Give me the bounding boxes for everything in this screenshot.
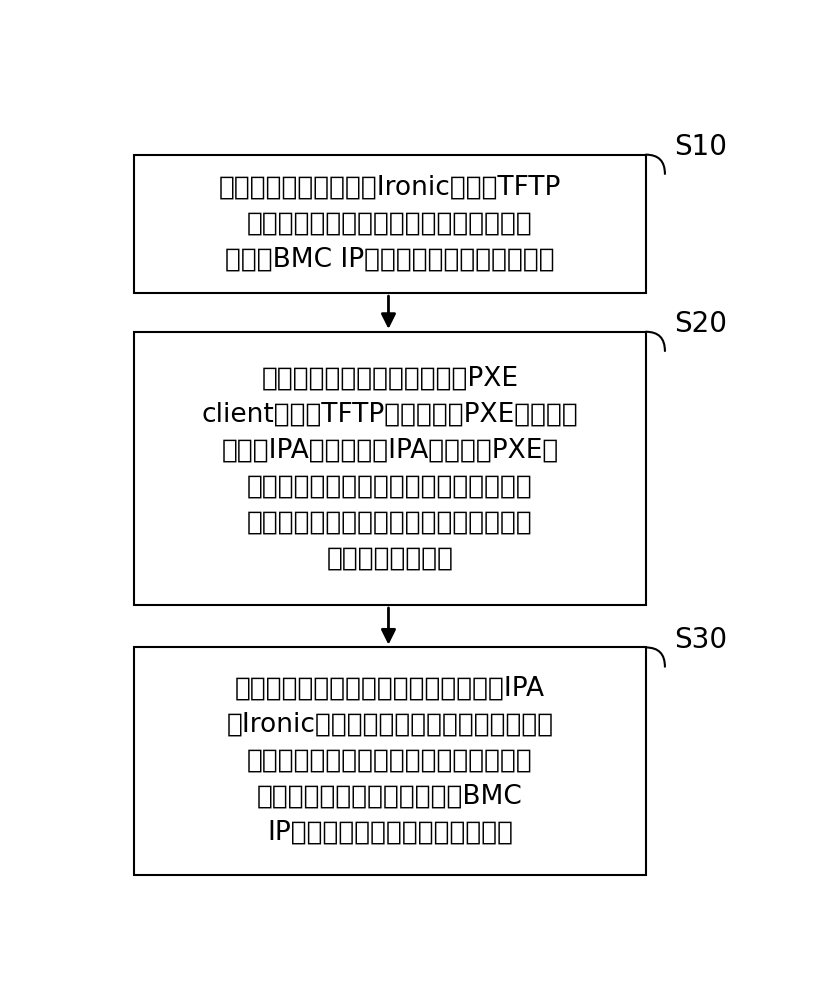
FancyBboxPatch shape (134, 155, 645, 293)
FancyBboxPatch shape (134, 647, 645, 875)
Text: S20: S20 (673, 310, 726, 338)
FancyBboxPatch shape (134, 332, 645, 605)
Text: 响应于有裸金属服务器启动，PXE
client从所述TFTP服务中调取PXE配置文件
以使得IPA启动，所述IPA读取所述PXE配
置文件中的初始化配置标识并基: 响应于有裸金属服务器启动，PXE client从所述TFTP服务中调取PXE配置… (201, 365, 577, 571)
Text: 若对裸金属服务器进行初始化配置，则IPA
从Ironic服务中提取裸金属服务器的序列号
，并获取序列号对应的裸金属节点信息，
且从裸金属节点信息中解析出BMC
: 若对裸金属服务器进行初始化配置，则IPA 从Ironic服务中提取裸金属服务器的… (226, 676, 553, 846)
Text: 在管理控制平台上部署Ironic服务和TFTP
服务，并基于裸金属服务器的序列号以及
对应的BMC IP地址注册多台裸金属服务器: 在管理控制平台上部署Ironic服务和TFTP 服务，并基于裸金属服务器的序列号… (219, 175, 560, 273)
Text: S30: S30 (673, 626, 726, 654)
Text: S10: S10 (673, 133, 726, 161)
